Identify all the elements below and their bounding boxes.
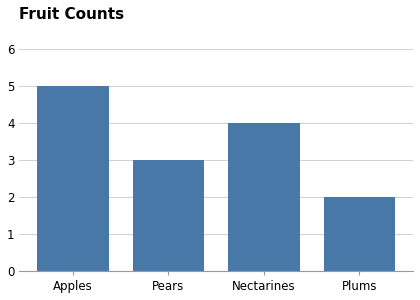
Bar — [133, 160, 204, 271]
Bar — [37, 86, 109, 271]
Bar — [228, 123, 300, 271]
Bar — [323, 197, 395, 271]
Text: Fruit Counts: Fruit Counts — [19, 7, 124, 22]
